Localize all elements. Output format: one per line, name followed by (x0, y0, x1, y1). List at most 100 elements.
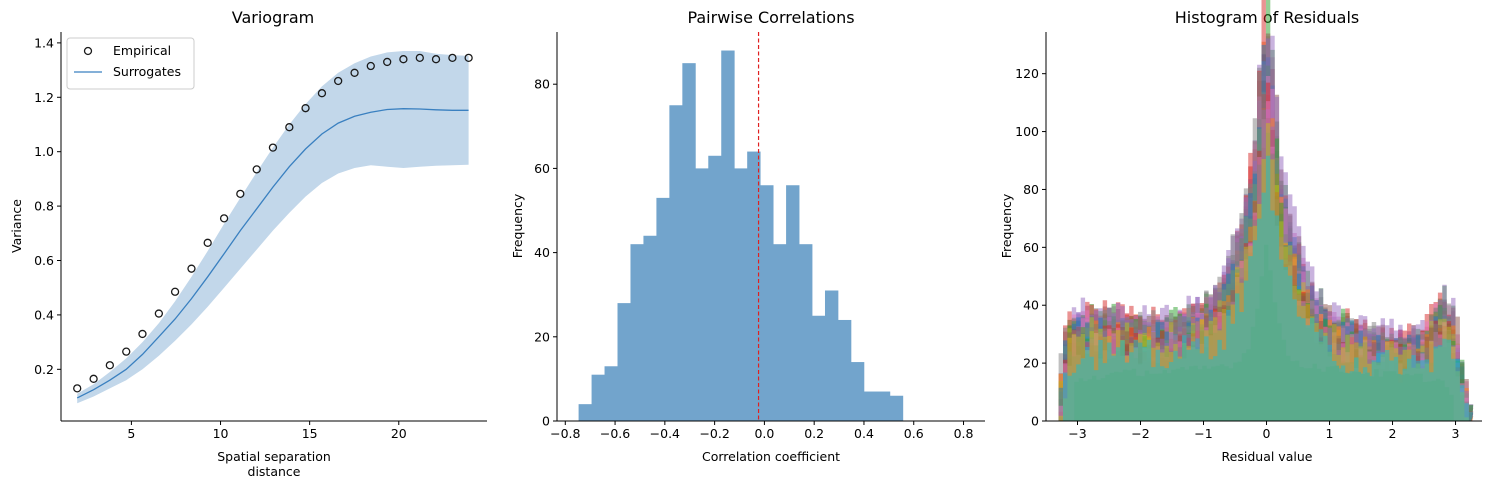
variogram-y-tick-label: 1.4 (34, 35, 54, 50)
empirical-point (285, 123, 294, 132)
empirical-point (415, 53, 424, 62)
correlation-bar (812, 315, 826, 421)
pairwise-y-label: Frequency (510, 193, 525, 258)
correlation-bar (578, 404, 592, 421)
pairwise-y-tick-label: 80 (534, 77, 550, 92)
correlation-bar (669, 105, 683, 422)
correlation-bar (786, 185, 800, 421)
residuals-y-tick-label: 120 (1015, 66, 1039, 81)
correlation-bar (591, 374, 605, 421)
variogram-x-label: Spatial separation distance (217, 449, 331, 479)
empirical-point (154, 309, 164, 318)
variogram-x-ticks: 5 10 15 20 (127, 421, 407, 441)
pairwise-y-tick-label: 0 (542, 414, 550, 429)
empirical-point (350, 68, 359, 77)
pairwise-title: Pairwise Correlations (687, 8, 854, 27)
correlation-bar (747, 151, 761, 421)
pairwise-x-tick-label: 0.4 (854, 426, 874, 441)
pairwise-x-tick-label: 0.6 (904, 426, 924, 441)
residuals-y-tick-label: 80 (1023, 182, 1039, 197)
pairwise-x-tick-label: 0.2 (804, 426, 824, 441)
pairwise-x-tick-label: 0.0 (754, 426, 774, 441)
correlation-bar (721, 50, 735, 422)
residuals-y-tick-label: 100 (1015, 124, 1039, 139)
pairwise-x-tick-label: −0.6 (600, 426, 630, 441)
residuals-x-tick-label: −1 (1194, 426, 1212, 441)
variogram-legend: Empirical Surrogates (66, 37, 195, 90)
variogram-title: Variogram (232, 8, 314, 27)
empirical-point (89, 374, 98, 383)
pairwise-y-ticks: 0 20 40 60 80 (534, 77, 557, 429)
pairwise-y-tick-label: 60 (534, 161, 550, 176)
pairwise-y-tick-label: 20 (534, 329, 550, 344)
correlation-bar (824, 290, 839, 421)
legend-surrogates-label: Surrogates (113, 64, 181, 79)
empirical-point (236, 189, 245, 199)
variogram-y-tick-label: 0.2 (34, 362, 54, 377)
pairwise-x-tick-label: −0.4 (650, 426, 680, 441)
empirical-point (73, 384, 82, 393)
pairwise-x-ticks: −0.8 −0.6 −0.4 −0.2 0.0 0.2 0.4 0.6 0.8 (550, 421, 974, 441)
variogram-x-tick-label: 15 (302, 426, 318, 441)
correlation-bar (734, 168, 748, 421)
residual-histogram-top-layer (1074, 244, 1459, 421)
empirical-point (431, 55, 441, 64)
correlation-bar (708, 155, 722, 422)
empirical-point (105, 361, 114, 370)
surrogate-line-layer (76, 108, 469, 399)
pairwise-x-tick-label: 0.8 (954, 426, 974, 441)
variogram-y-tick-label: 0.6 (34, 253, 54, 268)
empirical-point (170, 287, 180, 296)
variogram-y-label: Variance (9, 199, 24, 253)
correlation-bar (837, 319, 852, 421)
correlation-bar (773, 244, 787, 421)
variogram-x-tick-label: 5 (127, 426, 135, 441)
legend-empirical-marker (83, 46, 93, 56)
empirical-point (187, 264, 196, 273)
residuals-x-tick-label: −2 (1131, 426, 1149, 441)
variogram-y-tick-label: 1.0 (34, 144, 54, 159)
correlation-bar (799, 244, 813, 421)
variogram-x-tick-label: 10 (213, 426, 229, 441)
residuals-y-tick-label: 60 (1023, 240, 1039, 255)
empirical-point (383, 57, 392, 67)
variogram-x-tick-label: 20 (391, 426, 407, 441)
residuals-x-tick-label: −3 (1068, 426, 1086, 441)
empirical-points (73, 53, 473, 393)
empirical-point (252, 165, 261, 174)
correlation-bar (643, 235, 657, 421)
variogram-y-tick-label: 0.4 (34, 307, 54, 322)
correlation-bar (850, 362, 865, 421)
correlation-histogram-bars (578, 50, 904, 422)
residuals-y-ticks: 0 20 40 60 80 100 120 (1015, 66, 1046, 429)
residuals-x-tick-label: 0 (1263, 426, 1271, 441)
empirical-point (219, 214, 229, 223)
residuals-x-tick-label: 1 (1326, 426, 1334, 441)
empirical-point (448, 53, 457, 62)
variogram-panel: Variogram 5 10 15 20 0.20.40.60.81.01.21.4 … (9, 8, 487, 479)
correlation-bar (863, 391, 878, 421)
residuals-x-label: Residual value (1222, 449, 1313, 464)
residuals-y-tick-label: 20 (1023, 356, 1039, 371)
empirical-point (464, 53, 473, 62)
surrogate-range-band (77, 51, 469, 404)
pairwise-x-label: Correlation coefficient (702, 449, 840, 464)
correlation-bar (617, 303, 631, 421)
variogram-y-tick-label: 0.8 (34, 199, 54, 214)
empirical-point (334, 76, 343, 86)
variogram-y-ticks: 0.2 0.4 0.6 0.8 1.0 1.2 1.4 (34, 35, 61, 377)
empirical-point (268, 143, 278, 152)
surrogate-band (77, 51, 469, 404)
empirical-point (203, 238, 212, 247)
surrogate-mean-line (76, 108, 469, 399)
empirical-point (399, 55, 408, 64)
correlation-bar (604, 366, 618, 421)
correlation-bar (656, 197, 670, 421)
residuals-y-tick-label: 40 (1023, 298, 1039, 313)
residuals-y-label: Frequency (999, 193, 1014, 258)
pairwise-x-tick-label: −0.2 (699, 426, 729, 441)
empirical-point (138, 329, 147, 339)
pairwise-y-tick-label: 40 (534, 245, 550, 260)
